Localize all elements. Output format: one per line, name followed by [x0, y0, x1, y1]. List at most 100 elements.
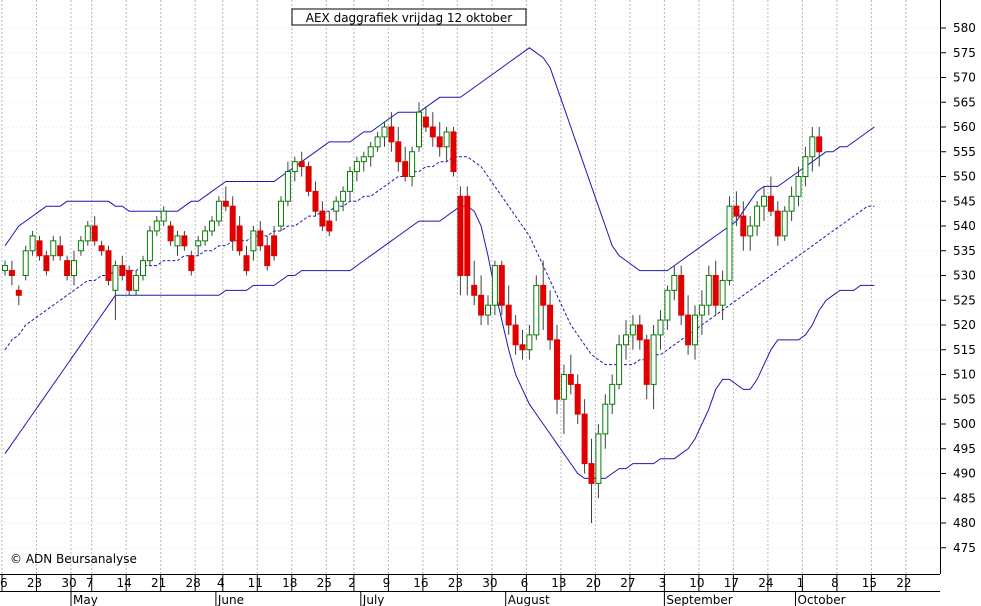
x-tick-label: 17 — [724, 576, 739, 590]
candle-body — [602, 403, 609, 435]
candle-body — [77, 240, 84, 252]
candle — [367, 141, 374, 167]
candle-body — [519, 344, 526, 351]
y-tick-label: 505 — [953, 392, 976, 406]
candle-body — [664, 289, 671, 321]
candle — [788, 186, 795, 222]
y-tick-label: 515 — [953, 343, 976, 357]
candle-body — [133, 275, 140, 291]
candle — [602, 394, 609, 449]
y-tick-label: 560 — [953, 120, 976, 134]
candle-body — [747, 225, 754, 237]
candle-body — [505, 304, 512, 326]
candle — [140, 255, 146, 281]
candle-body — [767, 195, 774, 212]
candle — [581, 399, 588, 474]
candle-body — [174, 235, 181, 247]
candle — [774, 201, 781, 246]
candle — [353, 156, 360, 182]
candle-body — [416, 111, 422, 148]
candle-body — [485, 304, 491, 316]
candle — [609, 374, 616, 415]
candle-body — [91, 225, 98, 242]
candle — [512, 315, 519, 355]
candle — [685, 295, 692, 355]
candle — [298, 151, 305, 177]
candle — [202, 226, 209, 246]
candle-body — [236, 225, 243, 252]
candle — [153, 216, 160, 236]
candle — [574, 374, 581, 424]
candle-body — [498, 265, 505, 306]
candle-body — [436, 136, 443, 148]
y-tick-label: 510 — [953, 368, 976, 382]
candle-body — [547, 304, 554, 341]
candle-body — [181, 235, 188, 247]
x-tick-label: 16 — [0, 576, 8, 590]
bollinger-bands — [4, 47, 875, 479]
candle — [712, 260, 719, 316]
candle-body — [250, 230, 257, 252]
candle-body — [429, 126, 436, 138]
candle — [416, 102, 422, 152]
candle-body — [15, 289, 22, 296]
chart-title-box: AEX daggrafiek vrijdag 12 oktober — [291, 8, 527, 26]
candle-body — [167, 225, 174, 242]
chart-title: AEX daggrafiek vrijdag 12 oktober — [306, 11, 513, 25]
candle — [36, 235, 43, 261]
candle-body — [140, 260, 146, 276]
candle — [264, 235, 271, 271]
candle-body — [367, 146, 374, 158]
upper-band-line — [4, 47, 875, 272]
y-tick-label: 485 — [953, 491, 976, 505]
candle-body — [271, 235, 278, 257]
x-tick-label: 14 — [117, 576, 132, 590]
x-tick-label: 10 — [689, 576, 704, 590]
x-tick-label: 15 — [862, 576, 877, 590]
candle — [312, 181, 319, 217]
y-tick-label: 565 — [953, 95, 976, 109]
candle-body — [388, 126, 395, 143]
candle — [692, 305, 698, 360]
candle — [278, 196, 284, 231]
candle-body — [360, 156, 367, 163]
candle-body — [685, 314, 692, 346]
candle — [485, 295, 491, 325]
candle — [388, 112, 395, 152]
candle — [284, 161, 291, 207]
candle-body — [243, 255, 250, 272]
x-tick-label: 9 — [383, 576, 391, 590]
candle — [471, 260, 478, 306]
x-tick-label: 20 — [586, 576, 601, 590]
candle-body — [464, 195, 471, 276]
candle — [678, 265, 685, 325]
candle-body — [146, 230, 153, 262]
candle — [319, 201, 326, 231]
candle — [271, 226, 278, 261]
y-axis: 475 480 485 490 495 500 505 510 515 520 525 530 535 5… — [940, 0, 976, 574]
candle — [374, 131, 381, 152]
candle-body — [153, 220, 160, 232]
candle-body — [774, 210, 781, 237]
candle — [57, 235, 64, 261]
x-tick-label: 2 — [348, 576, 356, 590]
candle — [333, 196, 340, 222]
candle-body — [457, 195, 464, 276]
candle-body — [761, 195, 767, 207]
x-tick-label: 30 — [482, 576, 497, 590]
candle-body — [229, 205, 236, 242]
candle-body — [712, 275, 719, 306]
x-tick-label: 30 — [61, 576, 76, 590]
candle-body — [29, 235, 36, 252]
candle — [540, 260, 547, 330]
candle — [347, 166, 353, 202]
candle — [816, 127, 823, 167]
candle-body — [554, 339, 560, 400]
candle — [326, 211, 333, 236]
candle-body — [50, 240, 57, 257]
candle-body — [22, 250, 29, 276]
candle-body — [2, 265, 8, 272]
candle-body — [754, 205, 761, 227]
x-tick-label: 13 — [551, 576, 566, 590]
